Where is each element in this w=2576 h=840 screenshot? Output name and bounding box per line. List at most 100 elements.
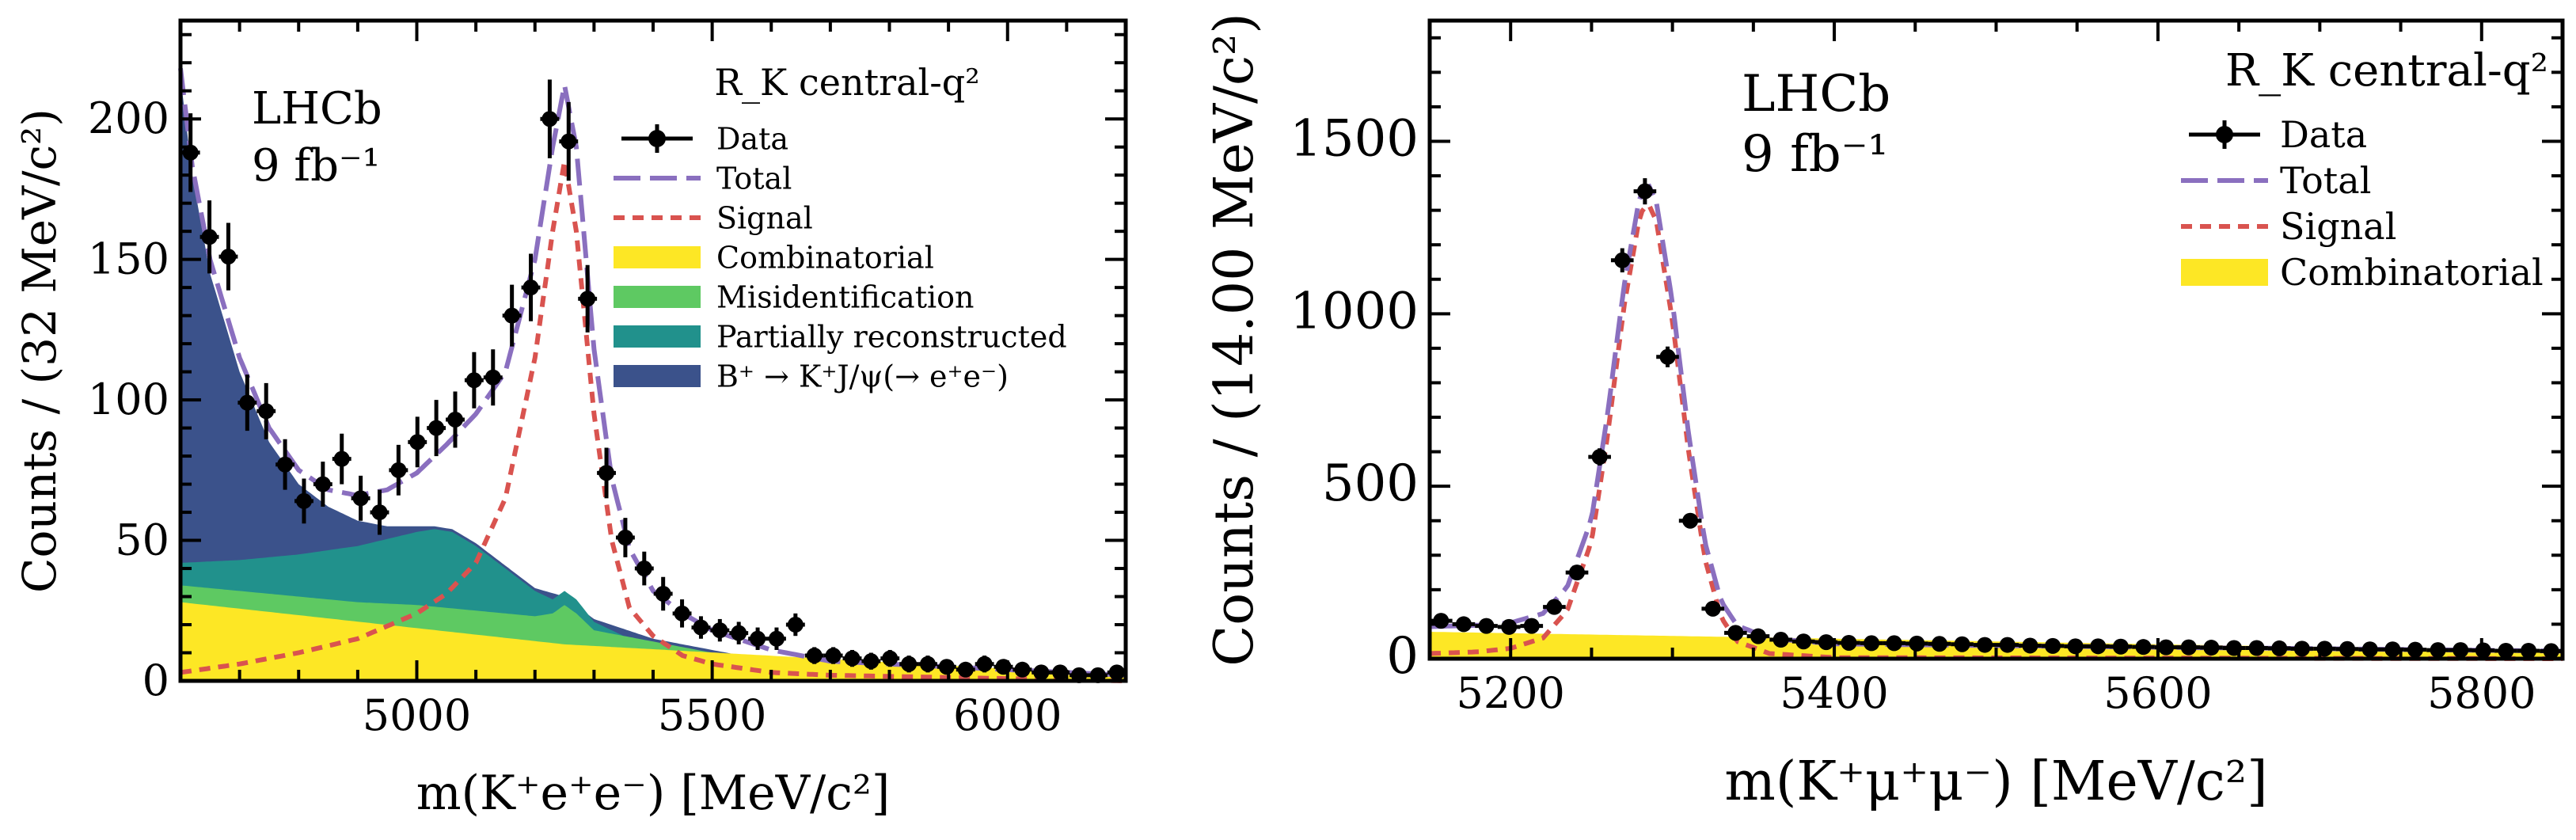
data-point [768,630,785,647]
x-tick-label: 5600 [2103,668,2212,718]
data-point [1750,628,1766,644]
data-point [882,650,899,667]
data-point [1772,632,1789,648]
data-point [1108,664,1125,681]
data-point [2180,639,2197,656]
data-point [731,625,747,641]
data-point [2407,641,2423,658]
data-point [1954,636,1970,652]
data-point [2067,638,2084,655]
legend-label-total: Total [2280,159,2371,202]
data-point [844,650,861,667]
data-point [2203,640,2220,656]
data-point [598,465,615,481]
y-tick-label: 1000 [1290,282,1419,340]
data-point [1433,613,1449,629]
luminosity-label: 9 fb⁻¹ [1742,125,1888,184]
data-point [2135,639,2152,656]
data-point [1591,449,1608,466]
data-point [277,456,294,473]
legend-label-data: Data [716,121,788,156]
data-point [579,291,596,307]
x-tick-label: 5400 [1780,668,1888,718]
legend-swatch-comb [2181,259,2268,286]
data-point [2543,643,2559,659]
data-point [1501,618,1518,635]
legend-swatch-data [648,130,666,147]
data-point [825,648,842,664]
x-tick-label: 5200 [1456,668,1564,718]
y-tick-label: 1500 [1290,109,1419,168]
data-point [1014,661,1031,678]
data-point [541,111,558,127]
legend-label-jpsi: B⁺ → K⁺J/ψ(→ e⁺e⁻) [716,359,1009,393]
data-point [390,462,407,478]
data-point [239,394,256,411]
data-point [314,476,331,492]
legend-swatch-partreco [614,325,701,348]
data-point [503,307,520,324]
data-point [333,450,350,467]
area-jpsi [180,77,1126,681]
data-point [1977,637,1993,653]
y-tick-label: 150 [88,234,169,284]
data-point [2293,640,2310,657]
legend-swatch-comb [614,246,701,268]
data-point [920,656,937,672]
legend-title: R_K central-q² [714,61,979,104]
data-point [220,249,237,265]
data-point [901,656,918,672]
data-point [1818,634,1834,651]
panel-left [178,18,1128,683]
data-point [750,630,766,647]
x-axis-label: m(K⁺μ⁺μ⁻) [MeV/c²] [1724,751,2267,813]
data-point [1727,625,1744,641]
data-point [2498,642,2514,659]
data-point [2453,642,2469,659]
legend-swatch-jpsi [614,365,701,387]
y-tick-label: 200 [88,93,169,143]
legend-label-data: Data [2280,113,2367,156]
data-point [2090,638,2107,655]
data-point [1033,664,1050,681]
data-point [1886,635,1902,652]
data-point [428,420,445,436]
data-point [2045,637,2061,654]
data-point [182,144,199,161]
data-point [2475,642,2491,659]
legend-label-signal: Signal [716,200,813,235]
y-tick-label: 0 [142,656,169,705]
data-point [863,653,880,670]
legend-title: R_K central-q² [2225,45,2548,97]
data-point [787,617,804,633]
data-point [938,659,955,675]
data-point [1909,635,1925,652]
data-point [1795,633,1812,650]
legend-label-total: Total [716,161,792,196]
data-point [371,504,388,521]
data-point [2158,639,2175,656]
y-axis-label: Counts / (32 MeV/c²) [13,108,66,593]
x-tick-label: 6000 [953,690,1062,740]
legend-label-comb: Combinatorial [716,240,934,275]
data-point [2112,638,2129,655]
x-tick-label: 5800 [2427,668,2536,718]
data-point [2248,640,2265,656]
data-point [465,372,482,389]
data-point [617,530,633,546]
panel-right [1427,18,2565,661]
data-point [1682,512,1699,529]
y-axis-label: Counts / (14.00 MeV/c²) [1203,13,1266,667]
y-tick-label: 500 [1322,454,1419,513]
data-point [2430,642,2446,659]
data-point [2271,640,2288,656]
data-point [258,403,275,420]
data-point [2521,642,2537,659]
data-point [1659,348,1676,365]
data-point [712,622,728,639]
data-point [957,661,974,678]
data-point [1636,183,1653,200]
data-point [674,605,690,621]
data-point [2022,637,2038,654]
